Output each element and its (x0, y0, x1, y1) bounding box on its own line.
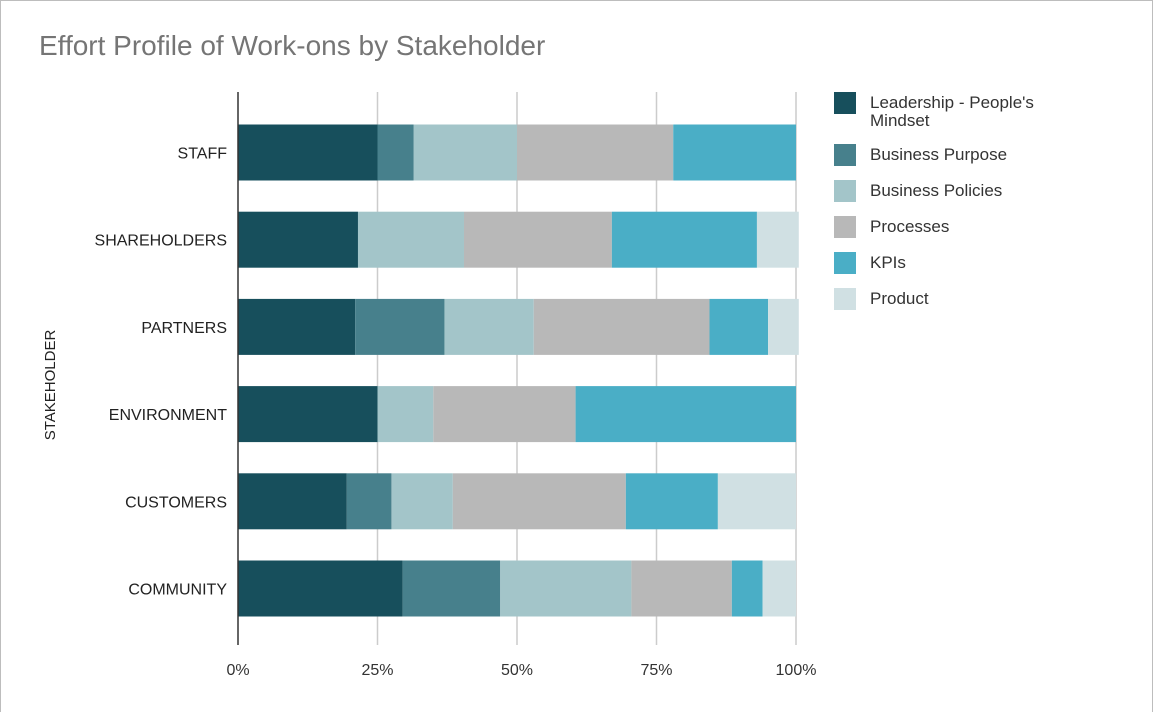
bar-partners-product (768, 298, 799, 355)
category-label: STAFF (178, 146, 228, 163)
bar-customers-kpis (625, 473, 718, 530)
tick-labels: 0% 25% 50% 75% 100% (226, 662, 816, 679)
legend-item: Leadership - People's Mindset (834, 92, 1134, 130)
y-axis-title: STAKEHOLDER (42, 330, 59, 441)
legend-swatch (834, 288, 856, 310)
bar-environment-leadership-people-s-mindset (238, 386, 378, 443)
legend-label: Processes (870, 217, 950, 236)
legend-label: Product (870, 289, 929, 308)
legend-item: Business Purpose (834, 144, 1134, 166)
bar-customers-business-purpose (346, 473, 392, 530)
bar-customers-processes (452, 473, 626, 530)
bar-customers-product (717, 473, 796, 530)
x-tick-label: 50% (501, 662, 533, 679)
bar-community-processes (631, 560, 732, 617)
bars (238, 124, 799, 617)
bar-partners-business-policies (444, 298, 534, 355)
category-labels: STAFF SHAREHOLDERS PARTNERS ENVIRONMENT CUST… (95, 146, 228, 599)
bar-partners-leadership-people-s-mindset (238, 298, 356, 355)
bar-partners-processes (533, 298, 710, 355)
bar-staff-business-policies (413, 124, 517, 181)
bar-customers-business-policies (391, 473, 453, 530)
legend-swatch (834, 92, 856, 114)
bar-staff-kpis (673, 124, 796, 181)
bar-customers-leadership-people-s-mindset (238, 473, 347, 530)
bar-community-business-purpose (402, 560, 501, 617)
bar-environment-processes (433, 386, 576, 443)
legend-swatch (834, 144, 856, 166)
x-tick-label: 25% (361, 662, 393, 679)
bar-shareholders-processes (463, 211, 612, 268)
bar-shareholders-product (756, 211, 799, 268)
legend-item: Business Policies (834, 180, 1134, 202)
legend-swatch (834, 180, 856, 202)
legend-swatch (834, 216, 856, 238)
bar-partners-kpis (709, 298, 769, 355)
legend-label: Business Purpose (870, 145, 1008, 164)
bar-community-business-policies (500, 560, 632, 617)
gridlines (376, 92, 797, 645)
bar-shareholders-business-policies (357, 211, 464, 268)
bar-partners-business-purpose (355, 298, 445, 355)
x-tick-label: 100% (776, 662, 817, 679)
x-tick-label: 75% (640, 662, 672, 679)
legend-item: KPIs (834, 252, 1134, 274)
legend-label: KPIs (870, 253, 906, 272)
category-label: CUSTOMERS (125, 494, 227, 511)
legend-item: Product (834, 288, 1134, 310)
bar-community-kpis (731, 560, 763, 617)
bar-environment-business-policies (377, 386, 434, 443)
legend-label: Business Policies (870, 181, 1003, 200)
legend-swatch (834, 252, 856, 274)
bar-community-leadership-people-s-mindset (238, 560, 403, 617)
x-tick-label: 0% (226, 662, 249, 679)
bar-community-product (762, 560, 796, 617)
legend-item: Processes (834, 216, 1134, 238)
bar-shareholders-leadership-people-s-mindset (238, 211, 358, 268)
category-label: SHAREHOLDERS (95, 233, 227, 250)
category-label: COMMUNITY (128, 582, 227, 599)
legend-label: Leadership - People's Mindset (870, 93, 1034, 130)
bar-staff-business-purpose (377, 124, 414, 181)
bar-environment-kpis (575, 386, 796, 443)
bar-staff-leadership-people-s-mindset (238, 124, 378, 181)
category-label: PARTNERS (141, 320, 227, 337)
category-label: ENVIRONMENT (109, 407, 227, 424)
bar-shareholders-kpis (611, 211, 757, 268)
legend: Leadership - People's Mindset Business Pu… (834, 92, 1134, 324)
chart-title: Effort Profile of Work-ons by Stakeholde… (39, 30, 546, 61)
bar-staff-processes (517, 124, 674, 181)
